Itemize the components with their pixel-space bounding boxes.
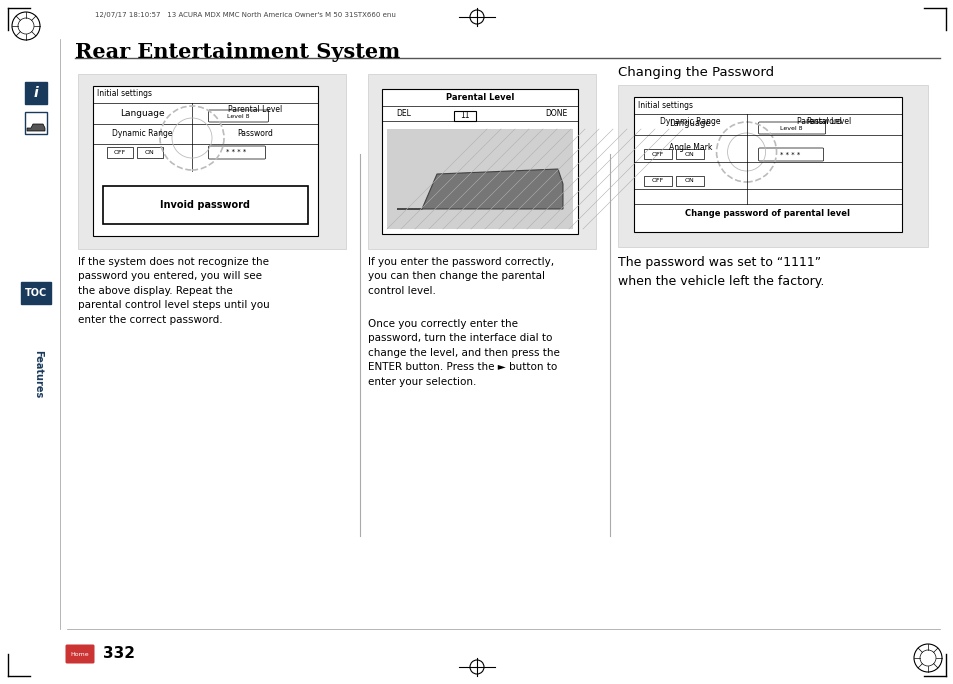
FancyBboxPatch shape: [368, 74, 596, 249]
Text: Invoid password: Invoid password: [160, 200, 250, 210]
Text: 11: 11: [459, 111, 469, 120]
FancyBboxPatch shape: [758, 148, 822, 161]
FancyBboxPatch shape: [137, 147, 163, 158]
Text: If the system does not recognize the
password you entered, you will see
the abov: If the system does not recognize the pas…: [78, 257, 270, 325]
FancyBboxPatch shape: [387, 129, 573, 229]
Text: OFF: OFF: [651, 151, 663, 157]
Text: OFF: OFF: [651, 179, 663, 183]
Text: The password was set to “1111”
when the vehicle left the factory.: The password was set to “1111” when the …: [618, 256, 823, 287]
FancyBboxPatch shape: [676, 149, 703, 159]
Text: * * * *: * * * *: [780, 152, 800, 158]
FancyBboxPatch shape: [643, 149, 671, 159]
Text: * * * *: * * * *: [226, 149, 247, 155]
FancyBboxPatch shape: [66, 644, 94, 663]
Text: ON: ON: [145, 150, 154, 155]
Text: Initial settings: Initial settings: [638, 101, 692, 109]
Circle shape: [913, 644, 941, 672]
FancyBboxPatch shape: [25, 82, 47, 104]
Text: Language: Language: [120, 109, 165, 118]
Text: Level 8: Level 8: [227, 114, 250, 118]
Text: Parental Level: Parental Level: [228, 105, 282, 114]
Polygon shape: [434, 134, 441, 144]
Text: 332: 332: [103, 646, 135, 661]
FancyBboxPatch shape: [92, 86, 317, 236]
FancyBboxPatch shape: [634, 97, 901, 232]
FancyBboxPatch shape: [107, 147, 132, 158]
Text: i: i: [33, 86, 38, 100]
Text: Level 8: Level 8: [780, 125, 802, 131]
FancyBboxPatch shape: [25, 112, 47, 134]
Text: Home: Home: [71, 651, 90, 657]
FancyBboxPatch shape: [758, 122, 824, 134]
FancyBboxPatch shape: [103, 186, 308, 224]
FancyBboxPatch shape: [21, 282, 51, 304]
Text: If you enter the password correctly,
you can then change the parental
control le: If you enter the password correctly, you…: [368, 257, 554, 295]
Text: ON: ON: [684, 179, 694, 183]
Text: Rear Entertainment System: Rear Entertainment System: [75, 42, 400, 62]
FancyBboxPatch shape: [643, 176, 671, 186]
FancyBboxPatch shape: [381, 89, 578, 234]
Text: 12/07/17 18:10:57   13 ACURA MDX MMC North America Owner's M 50 31STX660 enu: 12/07/17 18:10:57 13 ACURA MDX MMC North…: [95, 12, 395, 18]
Text: Dynamic Range: Dynamic Range: [659, 116, 720, 125]
Polygon shape: [396, 169, 562, 209]
Circle shape: [12, 12, 40, 40]
Polygon shape: [505, 134, 514, 144]
Text: Change password of parental level: Change password of parental level: [685, 209, 850, 218]
Text: DONE: DONE: [544, 109, 566, 118]
Text: OFF: OFF: [113, 150, 126, 155]
FancyBboxPatch shape: [78, 74, 346, 249]
Text: TOC: TOC: [25, 288, 47, 298]
FancyBboxPatch shape: [676, 176, 703, 186]
Text: Angle Mark: Angle Mark: [668, 144, 711, 153]
Text: Features: Features: [33, 350, 43, 398]
Polygon shape: [27, 124, 45, 131]
Text: Changing the Password: Changing the Password: [618, 66, 773, 79]
Text: Parental Level: Parental Level: [445, 92, 514, 101]
FancyBboxPatch shape: [618, 85, 927, 247]
Text: DEL: DEL: [396, 109, 411, 118]
Text: Once you correctly enter the
password, turn the interface dial to
change the lev: Once you correctly enter the password, t…: [368, 319, 559, 386]
FancyBboxPatch shape: [454, 111, 476, 121]
Text: Password: Password: [236, 129, 273, 138]
FancyBboxPatch shape: [209, 146, 265, 159]
Text: ON: ON: [684, 151, 694, 157]
Text: Parental Level: Parental Level: [797, 116, 850, 125]
FancyBboxPatch shape: [209, 110, 268, 122]
Text: Initial settings: Initial settings: [97, 90, 152, 98]
Text: Password: Password: [805, 116, 841, 125]
Text: Language: Language: [669, 120, 710, 129]
Text: Dynamic Range: Dynamic Range: [112, 129, 172, 138]
